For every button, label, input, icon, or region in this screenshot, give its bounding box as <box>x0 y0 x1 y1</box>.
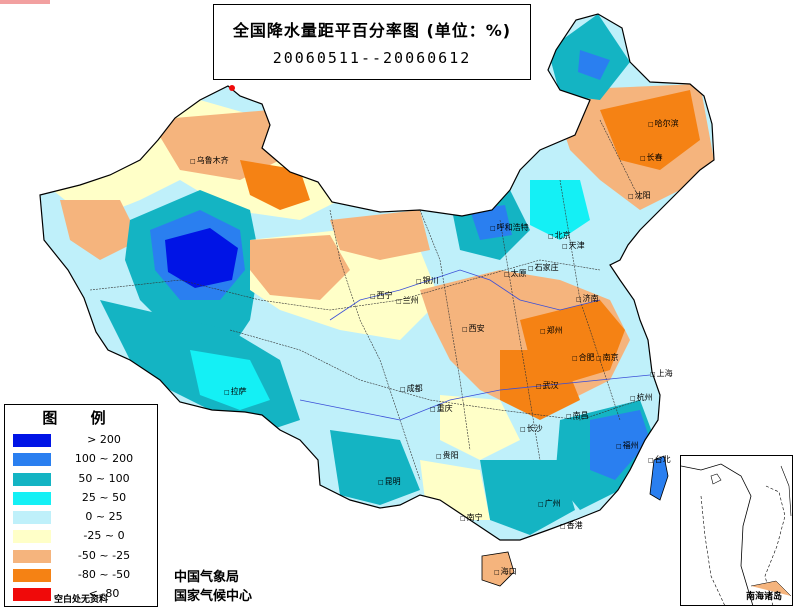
city-label: 贵阳 <box>436 450 459 461</box>
legend-label: > 200 <box>87 433 121 446</box>
legend-label: 0 ~ 25 <box>85 510 123 524</box>
city-label: 南昌 <box>566 410 589 421</box>
legend-row: 0 ~ 25 <box>5 508 157 527</box>
city-label: 广州 <box>538 498 561 509</box>
city-label: 成都 <box>400 383 423 394</box>
city-label: 福州 <box>616 440 639 451</box>
legend-row: < -80 <box>5 585 157 604</box>
legend-swatch <box>13 453 51 467</box>
city-label: 长沙 <box>520 423 543 434</box>
legend-label: -50 ~ -25 <box>77 548 131 562</box>
credit-ncc: 国家气候中心 <box>174 589 253 604</box>
corner-mark <box>0 0 50 4</box>
legend-row: 100 ~ 200 <box>5 450 157 469</box>
south-china-sea-inset <box>680 455 793 606</box>
legend-label: 50 ~ 100 <box>78 471 130 485</box>
legend-swatch <box>13 569 51 583</box>
city-label: 台北 <box>648 454 671 465</box>
legend-label: < -80 <box>88 587 120 601</box>
city-label: 郑州 <box>540 325 563 336</box>
legend-label: 100 ~ 200 <box>74 452 134 466</box>
legend-swatch <box>13 434 51 447</box>
city-label: 北京 <box>548 230 571 241</box>
city-label: 长春 <box>640 152 663 163</box>
legend-swatch <box>13 491 51 505</box>
legend-row: > 200 <box>5 431 157 450</box>
city-label: 重庆 <box>430 403 453 414</box>
map-period: 20060511--20060612 <box>272 49 472 67</box>
city-label: 合肥 <box>572 352 595 363</box>
city-label: 杭州 <box>630 392 653 403</box>
city-label: 昆明 <box>378 476 401 487</box>
city-label: 西宁 <box>370 290 393 301</box>
legend-swatch <box>13 588 51 602</box>
city-label: 石家庄 <box>528 262 559 273</box>
legend-swatch <box>13 511 51 525</box>
data-point-marker <box>229 85 235 91</box>
city-label: 兰州 <box>396 295 419 306</box>
city-label: 太原 <box>504 268 527 279</box>
city-label: 乌鲁木齐 <box>190 155 229 166</box>
legend-swatch <box>13 530 51 544</box>
legend-swatch <box>13 472 51 486</box>
legend-label: -80 ~ -50 <box>77 568 131 582</box>
city-label: 拉萨 <box>224 386 247 397</box>
map-title: 全国降水量距平百分率图 (单位：%) <box>232 21 512 40</box>
city-label: 济南 <box>576 293 599 304</box>
city-label: 银川 <box>416 275 439 286</box>
legend-row: 25 ~ 50 <box>5 489 157 508</box>
legend: 图 例 > 200 100 ~ 200 50 ~ 100 25 ~ 50 0 ~ 25 -… <box>4 404 158 607</box>
legend-rows: > 200 100 ~ 200 50 ~ 100 25 ~ 50 0 ~ 25 -25 ~… <box>5 431 157 605</box>
city-label: 香港 <box>560 520 583 531</box>
legend-row: -80 ~ -50 <box>5 566 157 585</box>
city-label: 沈阳 <box>628 190 651 201</box>
credit-cma: 中国气象局 <box>174 570 240 585</box>
legend-label: -25 ~ 0 <box>83 529 125 543</box>
legend-title: 图 例 <box>42 409 120 427</box>
legend-row: -25 ~ 0 <box>5 527 157 546</box>
city-label: 西安 <box>462 323 485 334</box>
inset-map <box>681 463 792 605</box>
city-label: 上海 <box>650 368 673 379</box>
city-label: 海口 <box>494 566 517 577</box>
map-title-box: 全国降水量距平百分率图 (单位：%) 20060511--20060612 <box>213 4 531 80</box>
legend-row: -50 ~ -25 <box>5 547 157 566</box>
legend-label: 25 ~ 50 <box>81 490 127 504</box>
city-label: 南京 <box>596 352 619 363</box>
legend-swatch <box>13 549 51 563</box>
legend-footer: 空白处无资料 <box>53 595 108 605</box>
city-label: 天津 <box>562 240 585 251</box>
inset-label: 南海诸岛 <box>746 592 783 602</box>
legend-row: 50 ~ 100 <box>5 470 157 489</box>
city-label: 哈尔滨 <box>648 118 679 129</box>
city-label: 呼和浩特 <box>490 222 529 233</box>
city-label: 南宁 <box>460 512 483 523</box>
country-border <box>39 13 715 541</box>
city-label: 武汉 <box>536 380 559 391</box>
